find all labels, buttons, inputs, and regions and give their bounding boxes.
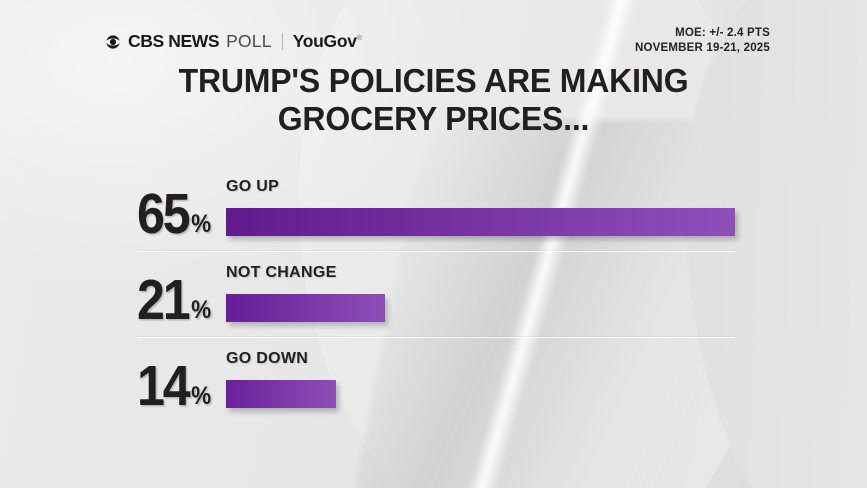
- bar-label: GO DOWN: [226, 350, 309, 367]
- row-separator: [137, 251, 735, 252]
- bar-fill: [226, 294, 385, 322]
- value-number: 14: [137, 353, 191, 418]
- percent-symbol: %: [191, 382, 212, 410]
- poll-meta: MOE: +/- 2.4 PTS NOVEMBER 19-21, 2025: [635, 26, 770, 55]
- bar-label: NOT CHANGE: [226, 264, 337, 281]
- bar-track: [226, 294, 385, 322]
- logo-cbs-news-text: CBS NEWS: [128, 31, 220, 51]
- logo-yougov-label: YouGov: [292, 31, 357, 51]
- logo-poll-text: POLL: [226, 31, 272, 51]
- cbs-eye-icon: [106, 34, 120, 49]
- row-separator: [137, 337, 735, 338]
- chart-row: 14 % GO DOWN: [0, 337, 867, 423]
- value-number: 65: [137, 181, 191, 246]
- percent-symbol: %: [191, 296, 212, 324]
- trademark-icon: ®: [356, 35, 362, 43]
- bar-track: [226, 208, 735, 236]
- logo-divider: [281, 33, 283, 50]
- bar-fill: [226, 208, 735, 236]
- value-block: 21 %: [137, 265, 221, 332]
- chart-row: 21 % NOT CHANGE: [0, 251, 867, 338]
- value-block: 14 %: [137, 351, 221, 418]
- chart-row: 65 % GO UP: [0, 165, 867, 252]
- bar-fill: [226, 380, 336, 408]
- value-number: 21: [137, 267, 191, 332]
- bar-label: GO UP: [226, 178, 280, 195]
- bar-track: [226, 380, 336, 408]
- page-title: TRUMP'S POLICIES ARE MAKING GROCERY PRIC…: [13, 62, 854, 137]
- page-title-line-1: TRUMP'S POLICIES ARE MAKING: [178, 62, 689, 99]
- bar-chart: 65 % GO UP 21 % NOT CHANGE 14 %: [0, 165, 867, 423]
- logo-yougov-text: YouGov®: [293, 31, 362, 52]
- value-block: 65 %: [137, 179, 221, 246]
- page-title-line-2: GROCERY PRICES...: [277, 99, 590, 137]
- field-dates: NOVEMBER 19-21, 2025: [634, 41, 770, 54]
- cbs-news-poll-yougov-logo: CBS NEWS POLL YouGov®: [106, 31, 362, 52]
- percent-symbol: %: [191, 210, 212, 238]
- margin-of-error: MOE: +/- 2.4 PTS: [675, 27, 770, 39]
